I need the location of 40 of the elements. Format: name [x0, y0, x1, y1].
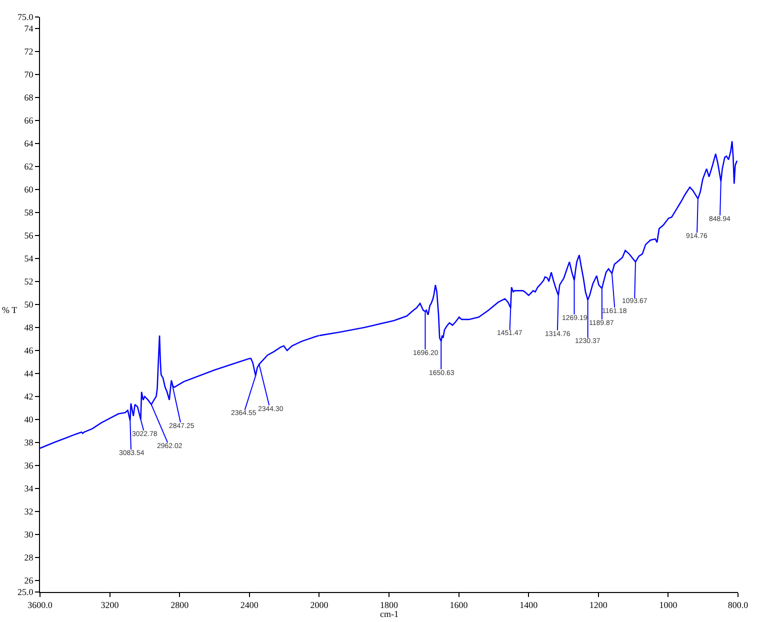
x-tick-label: 1800	[380, 600, 398, 610]
x-tick-label: 1000	[659, 600, 678, 610]
y-tick-label: 66	[24, 116, 34, 126]
y-tick-label: 40	[24, 414, 34, 425]
y-tick-label: 44	[24, 368, 34, 379]
y-tick-label: 74	[24, 24, 34, 34]
y-tick-label: 25.0	[17, 587, 34, 598]
y-tick-label: 64	[24, 138, 34, 149]
x-tick-label: 2000	[310, 600, 329, 610]
y-tick-label: 32	[24, 506, 34, 517]
y-tick-label: 68	[24, 92, 34, 103]
y-tick-label: 75.0	[17, 12, 34, 22]
y-tick-label: 58	[24, 208, 34, 218]
x-tick-label: 1200	[589, 600, 608, 610]
y-tick-label: 30	[24, 530, 34, 540]
y-tick-label: 60	[24, 184, 34, 195]
y-axis-title: % T	[2, 305, 18, 315]
y-tick-label: 34	[24, 484, 34, 494]
x-tick-label: 1600	[450, 600, 468, 610]
x-tick-label: 2800	[170, 600, 190, 610]
y-tick-label: 46	[24, 346, 34, 356]
y-tick-label: 50	[24, 300, 34, 310]
x-axis-title: cm-1	[380, 609, 398, 619]
y-tick-label: 48	[24, 322, 34, 333]
y-tick-label: 70	[24, 70, 34, 80]
y-tick-label: 26	[24, 576, 34, 586]
y-tick-label: 38	[24, 438, 34, 448]
x-tick-label: 1400	[520, 600, 538, 610]
x-tick-label: 800.0	[728, 600, 749, 610]
y-tick-label: 28	[24, 552, 34, 563]
x-tick-label: 3600.0	[28, 600, 53, 610]
y-tick-label: 36	[24, 460, 34, 471]
x-tick-label: 3200	[100, 600, 120, 610]
y-tick-label: 62	[24, 162, 34, 172]
y-tick-label: 72	[24, 46, 34, 57]
y-tick-label: 52	[24, 276, 34, 287]
y-tick-label: 42	[24, 392, 34, 402]
y-tick-label: 54	[24, 254, 34, 264]
x-tick-label: 2400	[240, 600, 259, 610]
y-tick-label: 56	[24, 230, 34, 241]
